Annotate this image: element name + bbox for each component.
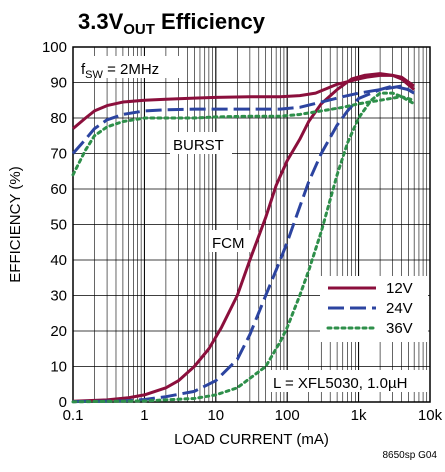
plot-frame — [72, 46, 431, 403]
series-12v-fcm-line — [72, 72, 416, 403]
y-tick-label: 70 — [50, 146, 67, 163]
legend-label-36v: 36V — [386, 320, 413, 337]
series-24v-fcm-line — [72, 84, 415, 404]
x-axis-label: LOAD CURRENT (mA) — [174, 431, 329, 448]
y-tick-label: 0 — [59, 394, 67, 411]
y-tick-labels: 0 10 20 30 40 50 60 70 80 90 100 — [42, 39, 67, 411]
x-tick-label: 10k — [418, 407, 443, 424]
fcm-mode-label: FCM — [212, 235, 245, 252]
y-tick-label: 100 — [42, 39, 67, 56]
y-tick-label: 50 — [50, 217, 67, 234]
burst-mode-label: BURST — [173, 137, 224, 154]
y-tick-label: 60 — [50, 181, 67, 198]
x-tick-label: 1 — [140, 407, 148, 424]
series-36v-fcm-line — [71, 91, 416, 404]
x-tick-label: 10 — [207, 407, 224, 424]
y-tick-label: 80 — [50, 110, 67, 127]
legend: 12V 24V 36V — [320, 276, 428, 342]
series-lines — [71, 72, 416, 404]
y-tick-label: 10 — [50, 359, 67, 376]
legend-label-24v: 24V — [386, 300, 413, 317]
series-12v-burst-line — [72, 73, 416, 130]
inductor-label: L = XFL5030, 1.0µH — [273, 375, 407, 392]
annotations: fSW = 2MHz BURST FCM — [78, 56, 251, 252]
y-tick-label: 90 — [50, 75, 67, 92]
switching-frequency-label: fSW = 2MHz — [81, 61, 159, 81]
x-tick-label: 1k — [351, 407, 367, 424]
x-tick-label: 0.1 — [63, 407, 84, 424]
inductor-label-bg — [270, 370, 428, 392]
burst-label-bg — [170, 132, 232, 154]
legend-label-12v: 12V — [386, 280, 413, 297]
series-36v-burst-line — [71, 95, 416, 177]
x-tick-labels: 0.1 1 10 100 1k 10k — [63, 407, 443, 424]
y-tick-label: 20 — [50, 323, 67, 340]
y-axis-label: EFFICIENCY (%) — [7, 166, 24, 282]
chart-title: 3.3VOUT Efficiency — [78, 9, 266, 38]
y-tick-label: 40 — [50, 252, 67, 269]
figure-code: 8650sp G04 — [383, 450, 438, 461]
y-tick-label: 30 — [50, 288, 67, 305]
fsw-label-bg — [78, 56, 182, 78]
series-24v-burst-line — [71, 84, 415, 155]
fcm-label-bg — [209, 230, 251, 252]
x-tick-label: 100 — [275, 407, 300, 424]
